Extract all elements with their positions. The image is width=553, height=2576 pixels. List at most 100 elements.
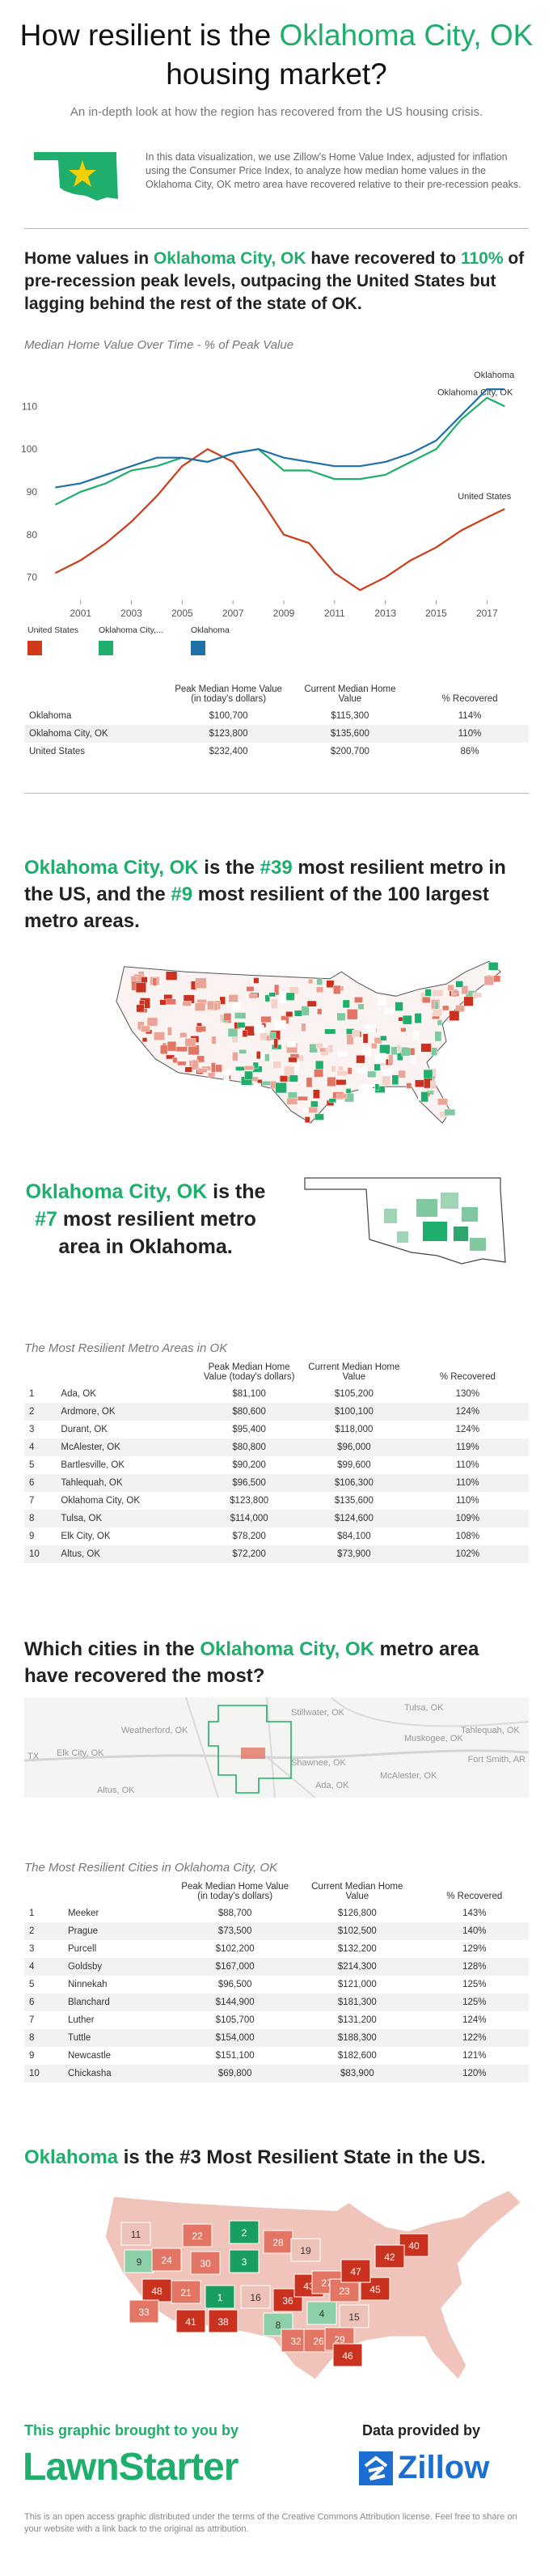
state — [306, 2301, 337, 2325]
header-cell: Current Median Home Value — [308, 1362, 400, 1382]
county — [306, 1000, 317, 1007]
table-cell: $167,000 — [175, 1958, 295, 1976]
map-background — [24, 1697, 529, 1798]
metro-boundary — [208, 1705, 292, 1794]
county — [270, 998, 279, 1009]
table-cell: $73,900 — [302, 1545, 407, 1563]
table-cell: $99,600 — [337, 1460, 371, 1470]
county — [488, 962, 499, 971]
headline-highlight: Oklahoma — [24, 2146, 119, 2168]
metro-area — [384, 1209, 397, 1223]
county — [357, 1067, 368, 1074]
table-title: The Most Resilient Cities in Oklahoma Ci… — [24, 1861, 278, 1875]
state — [240, 2285, 271, 2309]
table-cell: $90,200 — [232, 1460, 266, 1470]
state-rank-label: 47 — [350, 2266, 361, 2277]
table-cell: Tuttle — [62, 2029, 176, 2047]
county — [430, 1080, 437, 1090]
state-rank-label: 8 — [276, 2320, 281, 2331]
county — [141, 1025, 150, 1032]
table-cell: Luther — [67, 2015, 95, 2025]
county — [486, 970, 492, 976]
state — [290, 2238, 321, 2262]
table-cell: Chickasha — [62, 2065, 176, 2082]
map-label: Tahlequah, OK — [461, 1726, 520, 1735]
county — [231, 1002, 241, 1010]
header-cell — [24, 1359, 56, 1385]
table-cell: $72,200 — [196, 1545, 302, 1563]
table-row: 10 Chickasha $69,800 $83,900 120% — [24, 2065, 529, 2082]
county — [434, 1031, 442, 1042]
headline-text: most resilient metro in the US, and the — [24, 857, 506, 905]
county — [371, 1043, 378, 1049]
headline: Home values in Oklahoma City, OK have re… — [24, 248, 526, 316]
county — [294, 1010, 302, 1017]
state-rank-label: 23 — [339, 2286, 350, 2297]
county — [326, 980, 335, 988]
county — [362, 1033, 369, 1044]
table-cell: Oklahoma — [29, 711, 72, 721]
table-cell: $80,800 — [196, 1438, 302, 1456]
table-container: Peak Median Home Value (in today's dolla… — [24, 1879, 529, 2082]
headline-highlight: Oklahoma City, OK — [153, 249, 306, 268]
headline-text: most resilient of the 100 largest metro … — [24, 883, 489, 932]
headline-text: of pre-recession peak levels, outpacing … — [24, 249, 525, 313]
county — [411, 1055, 416, 1064]
county — [242, 1030, 248, 1037]
state-rank-label: 15 — [348, 2311, 360, 2323]
county — [420, 1091, 428, 1103]
header-cell: % Recovered — [439, 1372, 496, 1382]
state-rank-label: 9 — [137, 2256, 142, 2268]
state-rank-label: 24 — [161, 2255, 172, 2266]
headline-text: Home values in — [24, 249, 154, 268]
table-cell: 10 — [24, 2065, 63, 2082]
table-cell: 108% — [455, 1532, 480, 1541]
county — [420, 1043, 432, 1053]
table-row: 7 Oklahoma City, OK $123,800 $135,600 110% — [24, 1492, 529, 1510]
table-cell: 1 — [29, 1389, 35, 1399]
table-cell: $69,800 — [175, 2065, 295, 2082]
header-row: Peak Median Home Value (today's dollars)… — [24, 1359, 529, 1385]
table-cell: $188,300 — [294, 2029, 420, 2047]
table-row: 2 Ardmore, OK $80,600 $100,100 124% — [24, 1403, 529, 1421]
header-cell — [24, 681, 167, 707]
county — [301, 1006, 310, 1016]
county — [315, 1060, 324, 1070]
y-tick-label: 90 — [27, 486, 38, 498]
county — [177, 1061, 187, 1066]
table-cell: 2 — [24, 1403, 57, 1421]
county — [167, 1041, 177, 1052]
county — [365, 1024, 376, 1033]
header-cell — [56, 1359, 196, 1385]
table-cell: Durant, OK — [61, 1425, 108, 1434]
map-label: Muskogee, OK — [404, 1734, 463, 1743]
state — [141, 2278, 172, 2303]
metro-area — [423, 1222, 447, 1241]
table-cell: 8 — [24, 1510, 57, 1527]
table-row: 3 Durant, OK $95,400 $118,000 124% — [24, 1421, 529, 1438]
state-rank-label: 26 — [313, 2336, 324, 2347]
headline-text: is the #3 Most Resilient State in the US… — [118, 2146, 486, 2168]
table-cell: 102% — [406, 1545, 529, 1563]
table-row: 1 Meeker $88,700 $126,800 143% — [24, 1904, 529, 1922]
table-cell: 7 — [29, 1496, 35, 1506]
table-cell: 9 — [29, 1532, 35, 1541]
county — [324, 1028, 336, 1035]
headline-text: have recovered to — [306, 249, 461, 268]
headline: Oklahoma City, OK is the #7 most resilie… — [24, 1178, 267, 1260]
y-tick-label: 70 — [27, 572, 38, 583]
county — [301, 1023, 306, 1032]
series-end-label: United States — [458, 492, 512, 502]
brand-logo: LawnStarter — [23, 2446, 239, 2489]
state-rank-label: 4 — [319, 2308, 325, 2320]
county — [319, 1047, 327, 1053]
county — [382, 1075, 391, 1086]
table-cell: $106,300 — [302, 1474, 407, 1492]
county — [252, 1061, 259, 1069]
legend-label: Oklahoma — [191, 625, 230, 635]
county — [400, 1027, 407, 1032]
x-tick-label: 2001 — [70, 608, 91, 619]
county — [165, 971, 178, 981]
table-row: Oklahoma $100,700 $115,300 114% — [24, 707, 529, 725]
county — [314, 1069, 323, 1078]
